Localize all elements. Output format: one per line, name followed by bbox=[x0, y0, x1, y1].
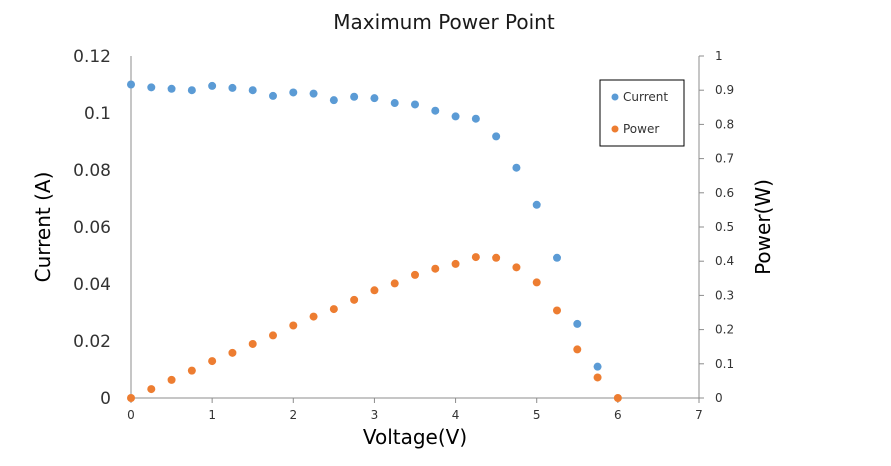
data-point-power bbox=[451, 259, 460, 268]
data-point-power bbox=[553, 306, 561, 315]
left-axis-ticks: 0 0.02 0.04 0.06 0.08 0.1 0.12 bbox=[73, 47, 111, 409]
data-point-current bbox=[451, 112, 460, 121]
data-point-power bbox=[127, 394, 135, 402]
legend-marker-power bbox=[611, 125, 619, 133]
data-point-current bbox=[431, 106, 440, 115]
data-point-power bbox=[187, 366, 196, 375]
data-point-power bbox=[492, 253, 501, 262]
legend-label-power: Power bbox=[623, 122, 659, 136]
data-point-current bbox=[208, 81, 217, 90]
y2-tick-label: 0.9 bbox=[715, 83, 734, 97]
data-point-current bbox=[532, 200, 541, 209]
data-point-current bbox=[289, 88, 298, 97]
data-point-current bbox=[350, 92, 359, 101]
data-point-current bbox=[167, 84, 176, 93]
x-tick-label: 4 bbox=[452, 408, 460, 422]
data-point-power bbox=[248, 339, 257, 348]
data-point-current bbox=[147, 83, 156, 92]
data-point-power bbox=[147, 385, 156, 394]
data-point-current bbox=[492, 132, 501, 141]
y2-tick-label: 0.3 bbox=[715, 288, 734, 302]
data-point-power bbox=[573, 345, 582, 354]
data-point-current bbox=[127, 80, 135, 89]
legend-label-current: Current bbox=[623, 90, 668, 104]
x-tick-label: 3 bbox=[371, 408, 379, 422]
x-tick-label: 0 bbox=[127, 408, 135, 422]
y2-tick-label: 0.6 bbox=[715, 186, 734, 200]
data-point-power bbox=[269, 331, 277, 340]
data-point-current bbox=[329, 96, 338, 105]
x-tick-label: 5 bbox=[533, 408, 541, 422]
y2-tick-label: 0 bbox=[715, 391, 723, 405]
data-point-power bbox=[167, 375, 176, 384]
y2-tick-label: 0.8 bbox=[715, 117, 734, 131]
data-point-power bbox=[613, 394, 622, 402]
y2-tick-label: 0.4 bbox=[715, 254, 734, 268]
data-point-power bbox=[471, 253, 480, 262]
y2-tick-label: 1 bbox=[715, 49, 723, 63]
chart-title: Maximum Power Point bbox=[333, 10, 555, 34]
data-point-power bbox=[208, 357, 217, 366]
data-point-power bbox=[532, 278, 541, 287]
data-point-power bbox=[411, 270, 419, 279]
data-point-current bbox=[512, 163, 521, 172]
x-tick-label: 1 bbox=[208, 408, 216, 422]
data-point-current bbox=[228, 83, 237, 92]
y2-axis-title: Power(W) bbox=[751, 179, 775, 275]
data-point-power bbox=[370, 286, 379, 295]
x-axis-ticks: 0 1 2 3 4 5 6 7 bbox=[127, 398, 703, 422]
data-point-current bbox=[553, 253, 561, 262]
legend-marker-current bbox=[611, 93, 619, 101]
x-tick-label: 7 bbox=[695, 408, 703, 422]
data-point-power bbox=[289, 321, 298, 330]
data-point-current bbox=[187, 86, 196, 95]
y-tick-label: 0.12 bbox=[73, 47, 111, 67]
data-point-current bbox=[269, 91, 277, 100]
data-point-current bbox=[370, 94, 379, 103]
right-axis-ticks: 0 0.1 0.2 0.3 0.4 0.5 0.6 0.7 0.8 0.9 1 bbox=[699, 49, 734, 405]
y-axis-title: Current (A) bbox=[31, 172, 55, 283]
data-point-power bbox=[350, 295, 359, 304]
y-tick-label: 0.1 bbox=[84, 104, 111, 124]
y-tick-label: 0 bbox=[100, 389, 111, 409]
y-tick-label: 0.02 bbox=[73, 332, 111, 352]
data-point-current bbox=[411, 100, 419, 109]
x-axis-title: Voltage(V) bbox=[363, 425, 467, 449]
y2-tick-label: 0.7 bbox=[715, 152, 734, 166]
data-point-current bbox=[309, 89, 318, 98]
data-point-current bbox=[471, 114, 480, 123]
data-point-power bbox=[329, 305, 338, 314]
data-point-power bbox=[390, 279, 399, 288]
x-tick-label: 2 bbox=[289, 408, 297, 422]
legend-box bbox=[599, 79, 685, 147]
x-tick-label: 6 bbox=[614, 408, 622, 422]
data-point-power bbox=[431, 264, 440, 273]
data-point-current bbox=[573, 319, 582, 328]
y-tick-label: 0.08 bbox=[73, 161, 111, 181]
data-point-current bbox=[390, 99, 399, 108]
y2-tick-label: 0.1 bbox=[715, 357, 734, 371]
data-point-power bbox=[228, 348, 237, 357]
data-point-current bbox=[248, 86, 257, 95]
data-point-current bbox=[593, 362, 602, 371]
data-point-power bbox=[593, 373, 602, 382]
data-point-power bbox=[309, 312, 318, 321]
y-tick-label: 0.04 bbox=[73, 275, 111, 295]
legend: Current Power bbox=[599, 79, 685, 147]
data-point-power bbox=[512, 263, 521, 272]
data-points bbox=[127, 80, 622, 402]
y-tick-label: 0.06 bbox=[73, 218, 111, 238]
y2-tick-label: 0.2 bbox=[715, 323, 734, 337]
y2-tick-label: 0.5 bbox=[715, 220, 734, 234]
